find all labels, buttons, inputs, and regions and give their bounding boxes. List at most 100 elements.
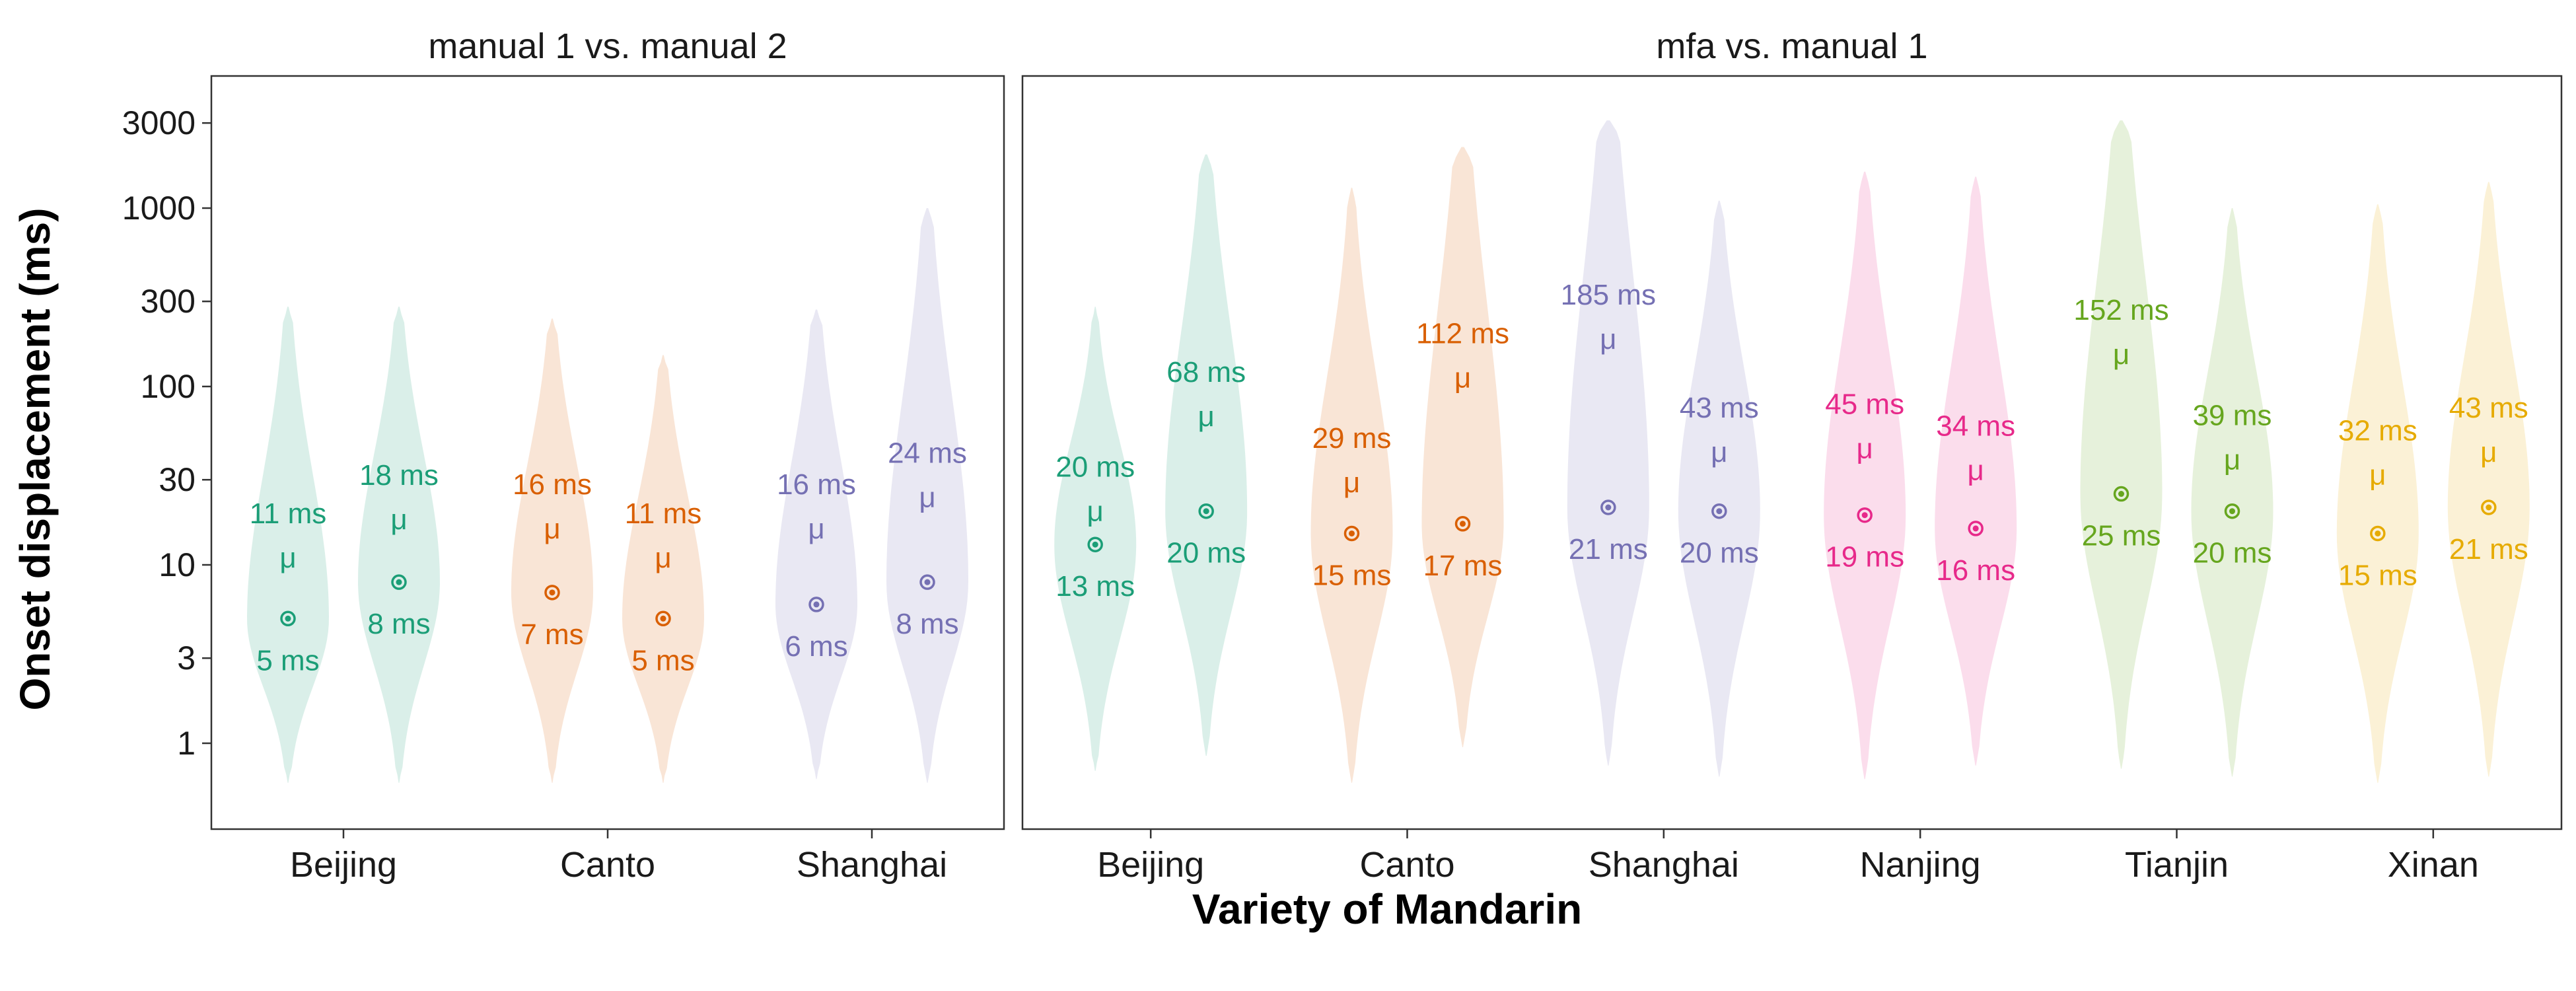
median-marker-dot [549,589,555,596]
mean-marker: μ [1087,495,1103,528]
violin: 6 ms μ 16 ms [775,309,857,780]
y-tick-label: 10 [159,546,196,583]
y-tick-label: 30 [159,461,196,498]
violin: 5 ms μ 11 ms [622,355,704,783]
median-marker-dot [1203,508,1209,515]
mean-marker: μ [808,513,824,545]
median-label: 6 ms [785,630,847,663]
violin: 13 ms μ 20 ms [1054,307,1137,771]
x-tick-label: Tianjin [2125,845,2229,885]
mean-label: 24 ms [888,437,967,469]
median-marker [391,574,407,590]
median-label: 7 ms [520,618,583,651]
x-axis-title: Variety of Mandarin [1192,885,1582,933]
median-marker [2370,525,2386,542]
violin: 20 ms μ 39 ms [2191,208,2273,777]
mean-label: 32 ms [2338,415,2417,447]
violin: 19 ms μ 45 ms [1824,171,1906,780]
mean-marker: μ [1711,436,1727,468]
mean-label: 43 ms [1680,392,1759,424]
median-label: 21 ms [1569,533,1648,566]
median-marker-dot [2118,491,2124,497]
mean-marker: μ [544,513,560,545]
mean-label: 16 ms [513,468,592,501]
y-tick-label: 300 [141,283,196,320]
violin: 20 ms μ 68 ms [1165,154,1248,756]
mean-marker: μ [2224,443,2240,476]
violin: 8 ms μ 18 ms [358,307,440,783]
x-tick-label: Beijing [290,845,397,885]
violin-shape [1678,200,1760,777]
median-marker-dot [1460,521,1466,527]
y-tick-label: 1000 [122,190,196,227]
mean-label: 39 ms [2193,399,2272,431]
mean-label: 34 ms [1936,410,2015,443]
median-label: 19 ms [1825,541,1904,573]
violin-shape [358,307,440,783]
violin: 7 ms μ 16 ms [511,318,593,783]
violin: 17 ms μ 112 ms [1416,147,1509,747]
median-label: 20 ms [2193,537,2272,569]
median-marker-dot [1092,541,1098,548]
median-marker-dot [1972,525,1979,532]
mean-label: 11 ms [250,497,327,530]
violin: 21 ms μ 43 ms [2447,182,2530,777]
mean-marker: μ [2480,436,2497,468]
median-marker [1087,536,1103,552]
violin-shape [247,307,329,783]
panel-border [1021,75,2563,830]
violin-shape [775,309,857,780]
median-marker [2481,499,2497,515]
mean-label: 20 ms [1055,451,1135,484]
mean-marker: μ [1600,323,1616,355]
violin: 25 ms μ 152 ms [2073,120,2169,769]
x-tick-label: Beijing [1097,845,1204,885]
y-tick-label: 1 [177,725,196,762]
mean-marker: μ [919,481,935,513]
median-marker [1711,503,1727,519]
violin-shape [1421,147,1504,747]
median-marker-dot [2375,530,2381,536]
median-marker-dot [2229,508,2235,515]
mean-marker: μ [655,542,671,574]
mean-label: 11 ms [625,497,702,530]
median-marker [1198,503,1214,519]
median-label: 16 ms [1936,554,2015,587]
mean-marker: μ [2369,459,2386,492]
mean-marker: μ [390,503,407,536]
median-marker-dot [396,579,402,585]
y-axis-title: Onset displacement (ms) [11,207,59,710]
panel-2: mfa vs. manual 1 Beijing Canto Shanghai Nanj… [1021,26,2563,885]
violin: 15 ms μ 29 ms [1310,188,1393,783]
median-marker-dot [2486,504,2492,511]
violin-shape [1567,120,1649,766]
panel-title: manual 1 vs. manual 2 [428,26,787,66]
median-marker-dot [660,615,666,622]
median-marker-dot [285,615,291,622]
violin-shape [2191,208,2273,777]
median-marker [808,597,824,612]
x-tick-label: Xinan [2388,845,2479,885]
mean-label: 185 ms [1561,279,1656,311]
median-marker [2224,503,2240,519]
median-label: 15 ms [2338,559,2417,591]
median-marker-dot [813,601,820,608]
mean-label: 45 ms [1825,388,1904,421]
violin: 21 ms μ 185 ms [1561,120,1656,766]
mean-label: 16 ms [777,468,856,501]
median-marker [1968,521,1984,536]
mean-label: 152 ms [2073,294,2168,326]
violin: 8 ms μ 24 ms [886,208,968,783]
median-marker-dot [924,579,931,585]
median-marker-dot [1861,512,1868,519]
mean-label: 68 ms [1166,356,1246,388]
median-marker [919,574,935,590]
x-tick-label: Shanghai [1589,845,1739,885]
violin-shape [2336,204,2419,783]
mean-marker: μ [1967,455,1984,487]
violin-shape [1935,176,2017,766]
mean-label: 43 ms [2449,392,2528,424]
violin: 5 ms μ 11 ms [247,307,329,783]
median-label: 5 ms [631,644,694,677]
